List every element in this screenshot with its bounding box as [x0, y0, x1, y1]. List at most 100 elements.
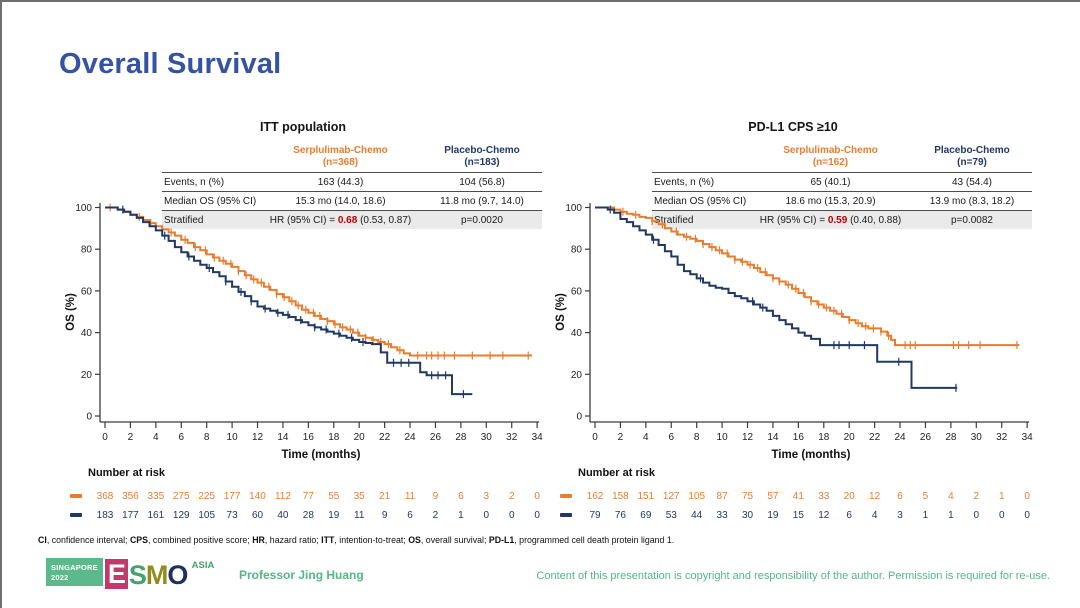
- svg-text:30: 30: [742, 510, 754, 521]
- svg-text:8: 8: [694, 432, 700, 443]
- svg-text:55: 55: [328, 491, 340, 502]
- svg-text:2: 2: [128, 432, 134, 443]
- svg-text:28: 28: [303, 510, 315, 521]
- svg-text:0: 0: [86, 412, 92, 423]
- svg-text:100: 100: [75, 203, 92, 214]
- copyright-notice: Content of this presentation is copyrigh…: [536, 570, 1050, 582]
- svg-text:225: 225: [198, 491, 215, 502]
- svg-text:10: 10: [717, 432, 729, 443]
- serplulimab-column-header: Serplulimab-Chemo (n=368): [259, 145, 422, 173]
- hr-ci: (0.40, 0.88): [847, 214, 902, 226]
- median-os-row: Median OS (95% CI) 15.3 mo (14.0, 18.6) …: [162, 191, 542, 211]
- placebo-column-header: Placebo-Chemo (n=79): [912, 145, 1032, 173]
- svg-text:11: 11: [405, 491, 416, 502]
- svg-text:26: 26: [430, 432, 442, 443]
- svg-text:57: 57: [767, 491, 779, 502]
- svg-text:53: 53: [666, 510, 678, 521]
- svg-text:30: 30: [481, 432, 493, 443]
- svg-text:1: 1: [458, 510, 464, 521]
- footnote-abbrev: CPS: [129, 535, 149, 545]
- svg-text:34: 34: [1022, 432, 1034, 443]
- svg-text:18: 18: [818, 432, 830, 443]
- svg-text:76: 76: [615, 510, 627, 521]
- svg-text:75: 75: [742, 491, 754, 502]
- svg-text:2: 2: [974, 491, 980, 502]
- svg-text:Time (months): Time (months): [281, 449, 360, 461]
- row-label: Median OS (95% CI): [162, 191, 259, 211]
- svg-text:100: 100: [565, 203, 582, 214]
- svg-text:40: 40: [571, 328, 583, 339]
- number-at-risk-label: Number at risk: [88, 467, 166, 479]
- panel-cps10: PD-L1 CPS ≥10 Serplulimab-Chemo (n=162) …: [547, 115, 1039, 545]
- footnote-text: , programmed cell death protein ligand 1…: [514, 535, 675, 545]
- svg-text:2: 2: [618, 432, 624, 443]
- empty-header-cell: [162, 145, 259, 173]
- hr-value: 0.68: [337, 214, 358, 226]
- svg-text:Time (months): Time (months): [771, 449, 850, 461]
- svg-text:20: 20: [844, 491, 856, 502]
- esmo-letter-s: S: [128, 560, 147, 590]
- esmo-singapore-badge: SINGAPORE 2022: [46, 558, 103, 586]
- svg-text:28: 28: [945, 432, 957, 443]
- svg-text:0: 0: [576, 412, 582, 423]
- arm-n: (n=368): [322, 157, 359, 168]
- p-value: p=0.0082: [912, 210, 1032, 229]
- svg-text:0: 0: [484, 510, 490, 521]
- median-serplulimab: 15.3 mo (14.0, 18.6): [259, 191, 422, 211]
- svg-text:129: 129: [173, 510, 190, 521]
- svg-text:12: 12: [818, 510, 830, 521]
- svg-text:12: 12: [252, 432, 264, 443]
- events-row: Events, n (%) 163 (44.3) 104 (56.8): [162, 172, 542, 192]
- svg-text:33: 33: [717, 510, 729, 521]
- row-label: Events, n (%): [162, 172, 259, 192]
- footnote-text: , confidence interval;: [46, 535, 130, 545]
- svg-text:158: 158: [612, 491, 629, 502]
- hazard-ratio-cell: HR (95% CI) = 0.68 (0.53, 0.87): [259, 210, 422, 229]
- median-placebo: 11.8 mo (9.7, 14.0): [422, 191, 542, 211]
- svg-text:0: 0: [974, 510, 980, 521]
- row-label: Stratified: [162, 210, 259, 229]
- stats-table-itt: Serplulimab-Chemo (n=368) Placebo-Chemo …: [162, 145, 542, 229]
- svg-text:32: 32: [996, 432, 1008, 443]
- svg-text:12: 12: [869, 491, 881, 502]
- stratified-row: Stratified HR (95% CI) = 0.68 (0.53, 0.8…: [162, 210, 542, 229]
- svg-text:33: 33: [818, 491, 830, 502]
- svg-text:0: 0: [1024, 510, 1030, 521]
- svg-text:8: 8: [204, 432, 210, 443]
- row-label: Events, n (%): [652, 172, 749, 192]
- svg-text:80: 80: [81, 245, 93, 256]
- svg-text:OS (%): OS (%): [555, 293, 567, 331]
- svg-text:22: 22: [869, 432, 881, 443]
- svg-text:79: 79: [589, 510, 601, 521]
- empty-header-cell: [652, 145, 749, 173]
- svg-text:140: 140: [249, 491, 266, 502]
- svg-text:60: 60: [571, 286, 583, 297]
- svg-text:161: 161: [147, 510, 164, 521]
- svg-text:73: 73: [227, 510, 239, 521]
- svg-text:15: 15: [793, 510, 805, 521]
- logo-year: 2022: [51, 572, 69, 582]
- svg-text:177: 177: [224, 491, 241, 502]
- svg-text:34: 34: [532, 432, 544, 443]
- svg-text:9: 9: [433, 491, 439, 502]
- svg-text:3: 3: [897, 510, 903, 521]
- panel-title-cps10: PD-L1 CPS ≥10: [748, 120, 838, 134]
- p-value: p=0.0020: [422, 210, 542, 229]
- svg-text:28: 28: [455, 432, 467, 443]
- footnote-abbrev: PD-L1: [488, 535, 515, 545]
- svg-text:0: 0: [509, 510, 515, 521]
- svg-text:16: 16: [303, 432, 315, 443]
- svg-text:20: 20: [844, 432, 856, 443]
- svg-text:2: 2: [509, 491, 515, 502]
- stratified-row: Stratified HR (95% CI) = 0.59 (0.40, 0.8…: [652, 210, 1032, 229]
- svg-text:0: 0: [102, 432, 108, 443]
- svg-text:0: 0: [999, 510, 1005, 521]
- svg-text:12: 12: [742, 432, 754, 443]
- svg-text:0: 0: [534, 510, 540, 521]
- presenter-name: Professor Jing Huang: [239, 568, 364, 582]
- median-serplulimab: 18.6 mo (15.3, 20.9): [749, 191, 912, 211]
- svg-text:6: 6: [897, 491, 903, 502]
- number-at-risk-label: Number at risk: [578, 467, 656, 479]
- svg-text:19: 19: [328, 510, 340, 521]
